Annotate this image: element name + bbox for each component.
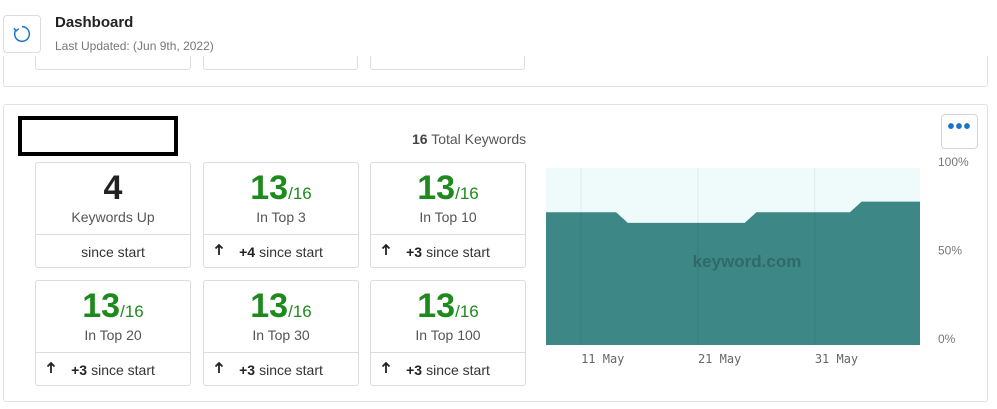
stat-change-text: since start — [259, 361, 323, 378]
arrow-up-icon — [381, 361, 391, 377]
previous-group-panel — [3, 56, 988, 87]
total-keywords: 16 Total Keywords — [412, 131, 526, 147]
stat-change: +3 since start — [204, 352, 358, 386]
stat-denominator: /16 — [455, 184, 479, 203]
stat-label: In Top 30 — [252, 327, 310, 343]
stat-number: 13 — [417, 287, 456, 325]
stat-value: 13/16 — [204, 169, 358, 213]
stat-number: 13 — [417, 169, 456, 207]
stat-number: 13 — [82, 287, 121, 325]
refresh-button[interactable] — [3, 15, 41, 53]
stat-card: 4 Keywords Up since start — [35, 162, 191, 268]
stat-change: +3 since start — [371, 352, 525, 386]
stat-label: In Top 100 — [415, 327, 481, 343]
stat-change: +3 since start — [371, 234, 525, 268]
stat-change-text: since start — [426, 243, 490, 260]
stat-number: 4 — [103, 169, 123, 207]
dashboard-header: Dashboard Last Updated: (Jun 9th, 2022) — [0, 0, 997, 62]
total-keywords-count: 16 — [412, 131, 428, 147]
stat-delta: +3 — [406, 361, 423, 378]
stat-change-text: since start — [81, 243, 145, 260]
arrow-up-icon — [214, 243, 224, 259]
stat-change-text: since start — [259, 243, 323, 260]
stat-label: In Top 10 — [419, 209, 477, 225]
stat-card: 13/16 In Top 3 +4 since start — [203, 162, 359, 268]
last-updated-text: Last Updated: (Jun 9th, 2022) — [55, 39, 214, 53]
stat-delta: +3 — [71, 361, 88, 378]
ranking-chart: 11 May 21 May 31 May 100% 50% 0% keyword.com — [544, 155, 984, 390]
stat-value: 4 — [36, 169, 190, 207]
more-dots-icon: ••• — [947, 115, 972, 138]
y-tick-label: 100% — [938, 155, 969, 169]
previous-card — [370, 56, 525, 70]
stat-delta: +3 — [239, 361, 256, 378]
stat-value: 13/16 — [371, 169, 525, 213]
previous-card — [35, 56, 191, 70]
stat-value: 13/16 — [204, 287, 358, 331]
stat-card: 13/16 In Top 30 +3 since start — [203, 280, 359, 386]
stat-number: 13 — [250, 169, 289, 207]
stat-number: 13 — [250, 287, 289, 325]
stat-delta: +3 — [406, 243, 423, 260]
stat-delta: +4 — [239, 243, 256, 260]
stat-card: 13/16 In Top 10 +3 since start — [370, 162, 526, 268]
stat-value: 13/16 — [371, 287, 525, 331]
chart-area-series — [546, 201, 920, 345]
chart-watermark: keyword.com — [693, 252, 802, 271]
arrow-up-icon — [46, 361, 56, 377]
x-tick-label: 31 May — [815, 352, 858, 366]
y-tick-label: 0% — [938, 332, 956, 346]
stat-change: since start — [36, 234, 190, 268]
stat-card: 13/16 In Top 20 +3 since start — [35, 280, 191, 386]
more-options-button[interactable]: ••• — [941, 114, 978, 149]
stat-denominator: /16 — [120, 302, 144, 321]
x-tick-label: 21 May — [698, 352, 741, 366]
stat-change: +4 since start — [204, 234, 358, 268]
stat-denominator: /16 — [455, 302, 479, 321]
stat-change: +3 since start — [36, 352, 190, 386]
stat-change-text: since start — [426, 361, 490, 378]
x-tick-label: 11 May — [581, 352, 624, 366]
stat-denominator: /16 — [288, 184, 312, 203]
previous-card — [203, 56, 358, 70]
ranking-area-chart: 11 May 21 May 31 May 100% 50% 0% keyword.com — [546, 155, 969, 366]
refresh-icon — [13, 25, 31, 43]
total-keywords-label: Total Keywords — [431, 131, 527, 147]
arrow-up-icon — [214, 361, 224, 377]
keyword-group-panel: 16 Total Keywords ••• 4 Keywords Up since … — [3, 104, 988, 402]
page-title: Dashboard — [55, 14, 134, 31]
stat-label: Keywords Up — [71, 209, 155, 225]
stat-denominator: /16 — [288, 302, 312, 321]
stat-card: 13/16 In Top 100 +3 since start — [370, 280, 526, 386]
group-name-redacted — [18, 116, 178, 156]
y-tick-label: 50% — [938, 244, 962, 258]
stat-change-text: since start — [91, 361, 155, 378]
stat-label: In Top 3 — [256, 209, 306, 225]
arrow-up-icon — [381, 243, 391, 259]
stat-value: 13/16 — [36, 287, 190, 331]
stat-label: In Top 20 — [84, 327, 142, 343]
